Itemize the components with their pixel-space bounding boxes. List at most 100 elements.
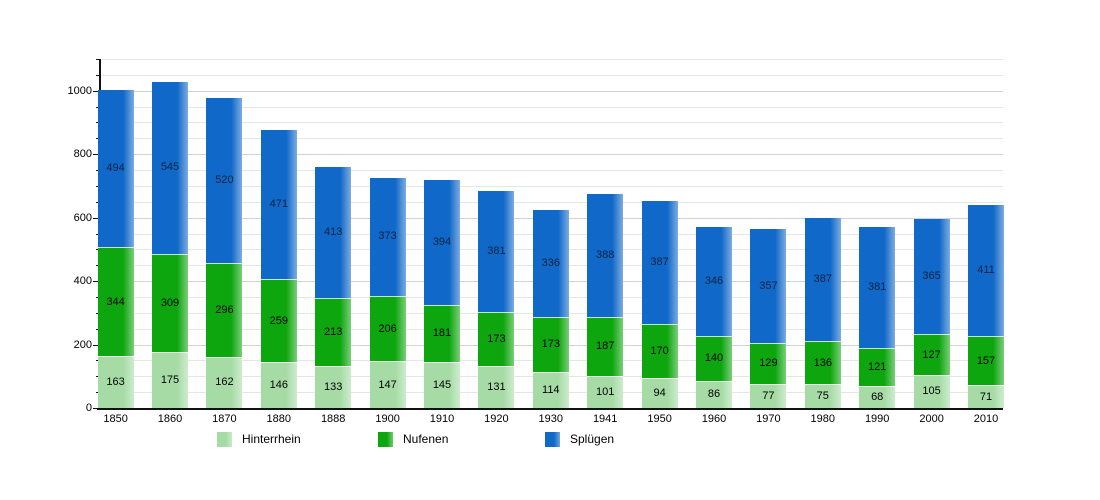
bar-group-1990: 381 121 68: [859, 227, 896, 408]
bar-segment-hinterrhein-1880: 146: [260, 361, 297, 408]
segment-value-label: 105: [922, 385, 941, 398]
gridline: [100, 74, 1003, 76]
bar-group-1850: 494 344 163: [97, 90, 134, 408]
bar-segment-nufenen-1980: 136: [804, 341, 841, 385]
bar-segment-nufenen-1888: 213: [315, 298, 352, 366]
gridline: [100, 90, 1003, 92]
segment-value-label: 75: [816, 390, 829, 403]
bar-segment-hinterrhein-1920: 131: [478, 366, 515, 408]
segment-value-label: 163: [106, 376, 125, 389]
bar-segment-hinterrhein-1900: 147: [369, 361, 406, 408]
x-tick-label-1888: 1888: [320, 413, 346, 425]
segment-value-label: 133: [324, 380, 343, 393]
bar-segment-nufenen-1850: 344: [97, 247, 134, 357]
segment-value-label: 121: [868, 361, 887, 374]
segment-value-label: 129: [759, 357, 778, 370]
x-tick-label-1990: 1990: [864, 413, 890, 425]
bar-group-1950: 387 170 94: [641, 201, 678, 408]
bar-segment-nufenen-2000: 127: [913, 334, 950, 375]
bar-segment-hinterrhein-1950: 94: [641, 378, 678, 408]
y-minor-tick: [96, 376, 99, 378]
bar-segment-nufenen-1880: 259: [260, 279, 297, 362]
x-tick-label-1941: 1941: [592, 413, 618, 425]
segment-value-label: 136: [813, 356, 832, 369]
legend-swatch-hinterrhein: [217, 431, 232, 447]
segment-value-label: 520: [215, 173, 234, 186]
segment-value-label: 101: [596, 385, 615, 398]
segment-value-label: 494: [106, 162, 125, 175]
bar-group-1941: 388 187 101: [587, 193, 624, 408]
segment-value-label: 170: [650, 345, 669, 358]
segment-value-label: 373: [378, 230, 397, 243]
x-tick-label-2000: 2000: [919, 413, 944, 425]
segment-value-label: 68: [871, 391, 884, 404]
bar-group-1970: 357 129 77: [750, 229, 787, 408]
x-tick-label-1860: 1860: [157, 413, 183, 425]
gridline: [100, 122, 1003, 124]
y-major-tick: [93, 154, 99, 156]
gridline: [100, 154, 1003, 156]
y-tick-label: 1000: [67, 84, 92, 97]
bar-segment-hinterrhein-2000: 105: [913, 374, 950, 408]
segment-value-label: 147: [378, 378, 397, 391]
x-tick-label-1980: 1980: [810, 413, 836, 425]
bar-segment-splügen-1900: 373: [369, 177, 406, 296]
y-minor-tick: [96, 233, 99, 235]
segment-value-label: 213: [324, 326, 343, 338]
bar-segment-nufenen-1860: 309: [152, 254, 188, 353]
segment-value-label: 145: [432, 378, 452, 391]
bar-group-2010: 411 157 71: [968, 205, 1004, 408]
bar-segment-splügen-1910: 394: [424, 179, 460, 305]
segment-value-label: 388: [596, 248, 615, 261]
segment-value-label: 94: [653, 387, 666, 400]
y-minor-tick: [96, 122, 99, 124]
segment-value-label: 471: [269, 198, 288, 211]
bar-group-1888: 413 213 133: [315, 167, 352, 408]
legend-item-hinterrhein: Hinterrhein: [217, 430, 301, 448]
bar-segment-splügen-2000: 365: [913, 218, 950, 335]
bar-group-1910: 394 181 145: [424, 179, 460, 408]
y-minor-tick: [96, 360, 99, 362]
y-tick-label: 200: [73, 338, 92, 351]
bar-segment-nufenen-2010: 157: [968, 335, 1004, 386]
segment-value-label: 344: [106, 295, 125, 308]
legend-item-nufenen: Nufenen: [378, 430, 448, 448]
segment-value-label: 131: [487, 381, 506, 394]
legend-label-nufenen: Nufenen: [403, 432, 449, 446]
segment-value-label: 387: [813, 273, 832, 286]
x-axis: [97, 408, 1003, 410]
legend-swatch-nufenen: [378, 431, 393, 447]
segment-value-label: 140: [704, 352, 724, 365]
gridline: [100, 138, 1003, 140]
segment-value-label: 309: [160, 297, 180, 310]
bar-group-1870: 520 296 162: [206, 97, 243, 408]
bar-segment-splügen-1950: 387: [641, 201, 678, 325]
bar-segment-splügen-1880: 471: [260, 130, 297, 280]
y-minor-tick: [96, 185, 99, 187]
bar-segment-nufenen-1950: 170: [641, 324, 678, 379]
y-tick-label: 800: [73, 148, 92, 161]
segment-value-label: 365: [922, 269, 941, 282]
bar-segment-hinterrhein-1980: 75: [804, 384, 841, 408]
segment-value-label: 114: [542, 383, 560, 396]
y-minor-tick: [96, 106, 99, 108]
segment-value-label: 346: [704, 274, 724, 287]
y-minor-tick: [96, 170, 99, 172]
segment-value-label: 157: [976, 354, 996, 367]
y-minor-tick: [96, 328, 99, 330]
bar-segment-splügen-1980: 387: [804, 218, 841, 342]
bar-group-1920: 381 173 131: [478, 190, 515, 408]
gridline: [100, 201, 1003, 203]
bar-segment-hinterrhein-1888: 133: [315, 365, 352, 408]
bar-segment-nufenen-1960: 140: [696, 336, 732, 381]
bar-segment-nufenen-1920: 173: [478, 311, 515, 367]
x-tick-label-1850: 1850: [103, 413, 128, 425]
y-minor-tick: [96, 201, 99, 203]
x-tick-label-2010: 2010: [973, 413, 999, 425]
bar-segment-hinterrhein-1990: 68: [859, 386, 896, 408]
y-minor-tick: [96, 312, 99, 314]
bar-segment-nufenen-1910: 181: [424, 304, 460, 362]
bar-group-1980: 387 136 75: [804, 218, 841, 408]
bar-segment-splügen-1930: 336: [532, 210, 569, 317]
